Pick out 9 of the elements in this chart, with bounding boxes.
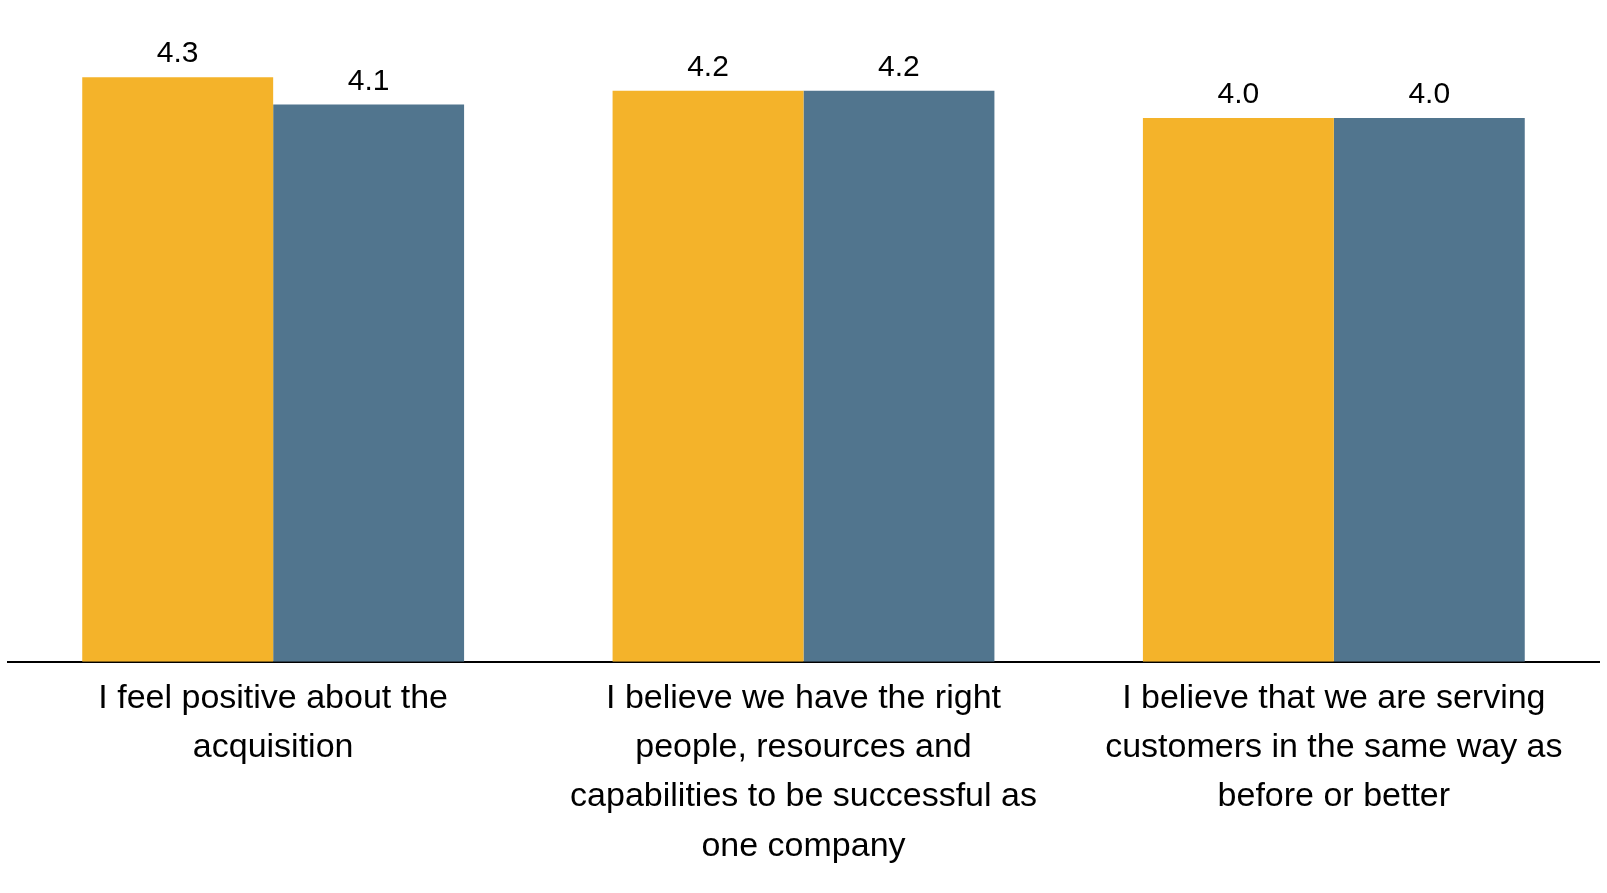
x-tick-label: I believe we have the right people, resources and capabilities to be successful as one company <box>570 676 1037 863</box>
x-tick-label: I believe that we are serving customers in the same way as before or better <box>1105 676 1563 814</box>
data-label: 4.0 <box>1217 76 1260 110</box>
data-label: 4.2 <box>687 49 729 83</box>
data-label: 4.1 <box>347 62 390 96</box>
data-label: 4.0 <box>1408 76 1451 110</box>
x-tick-label: I feel positive about the acquisition <box>98 676 449 765</box>
data-label: 4.3 <box>156 35 199 69</box>
data-label: 4.2 <box>878 49 920 83</box>
